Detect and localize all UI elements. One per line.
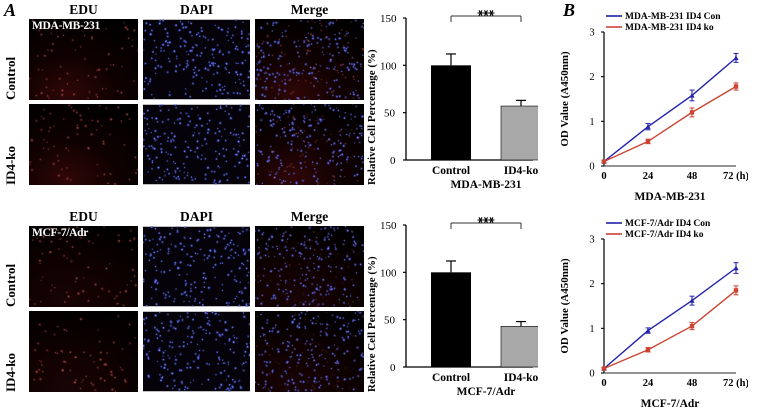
svg-text:OD Value (A450nm): OD Value (A450nm)	[559, 258, 571, 354]
svg-text:48: 48	[687, 171, 698, 182]
svg-text:2: 2	[589, 72, 594, 83]
svg-text:150: 150	[380, 13, 397, 25]
svg-text:MDA-MB-231 ID4 Con: MDA-MB-231 ID4 Con	[625, 12, 721, 22]
svg-text:MCF-7/Adr ID4 ko: MCF-7/Adr ID4 ko	[625, 230, 704, 240]
svg-text:24: 24	[643, 171, 654, 182]
svg-text:MDA-MB-231: MDA-MB-231	[451, 179, 522, 191]
svg-text:72 (h): 72 (h)	[723, 378, 748, 389]
svg-text:0: 0	[390, 362, 396, 374]
svg-text:Control: Control	[432, 372, 470, 384]
svg-text:Control: Control	[432, 165, 470, 177]
svg-text:50: 50	[384, 315, 396, 327]
svg-text:ID4-ko: ID4-ko	[504, 372, 538, 384]
svg-text:MDA-MB-231: MDA-MB-231	[635, 191, 706, 203]
svg-text:0: 0	[390, 155, 396, 167]
svg-text:2: 2	[589, 279, 594, 290]
svg-text:OD Value (A450nm): OD Value (A450nm)	[559, 51, 571, 147]
svg-text:24: 24	[643, 378, 654, 389]
svg-text:MCF-7/Adr: MCF-7/Adr	[457, 386, 516, 398]
svg-text:3: 3	[589, 28, 594, 39]
svg-text:MCF-7/Adr ID4 Con: MCF-7/Adr ID4 Con	[625, 219, 711, 229]
svg-text:MCF-7/Adr: MCF-7/Adr	[641, 398, 700, 410]
svg-text:48: 48	[687, 378, 698, 389]
svg-text:0: 0	[601, 378, 606, 389]
svg-text:0: 0	[601, 171, 606, 182]
svg-text:MDA-MB-231 ID4 ko: MDA-MB-231 ID4 ko	[625, 23, 714, 33]
svg-text:3: 3	[589, 235, 594, 246]
svg-text:0: 0	[589, 162, 594, 173]
svg-text:50: 50	[384, 108, 396, 120]
svg-text:ID4-ko: ID4-ko	[504, 165, 538, 177]
svg-text:72 (h): 72 (h)	[723, 171, 748, 182]
svg-text:100: 100	[380, 267, 397, 279]
svg-text:150: 150	[380, 220, 397, 232]
svg-text:100: 100	[380, 60, 397, 72]
svg-text:1: 1	[589, 117, 594, 128]
svg-text:1: 1	[589, 324, 594, 335]
svg-text:0: 0	[589, 369, 594, 380]
